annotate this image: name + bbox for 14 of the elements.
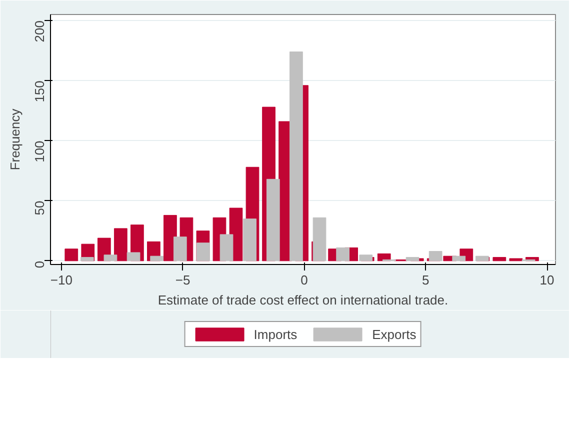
y-tick-label: 150 — [32, 80, 47, 102]
y-tick-label: 100 — [32, 140, 47, 162]
x-tick-label: 10 — [540, 272, 554, 288]
y-axis-title: Frequency — [8, 108, 22, 170]
x-tick-label: 0 — [300, 272, 308, 288]
legend-label: Imports — [254, 326, 298, 342]
x-axis-title: Estimate of trade cost effect on international trade. — [158, 292, 448, 308]
y-tick-label: 200 — [32, 20, 47, 42]
x-tick-label: −5 — [175, 272, 190, 288]
x-tick-label: −10 — [50, 272, 72, 288]
y-tick-label: 50 — [32, 200, 47, 216]
x-tick-label: 5 — [422, 272, 430, 288]
legend-label: Exports — [372, 326, 416, 342]
y-tick-label: 0 — [32, 260, 47, 268]
